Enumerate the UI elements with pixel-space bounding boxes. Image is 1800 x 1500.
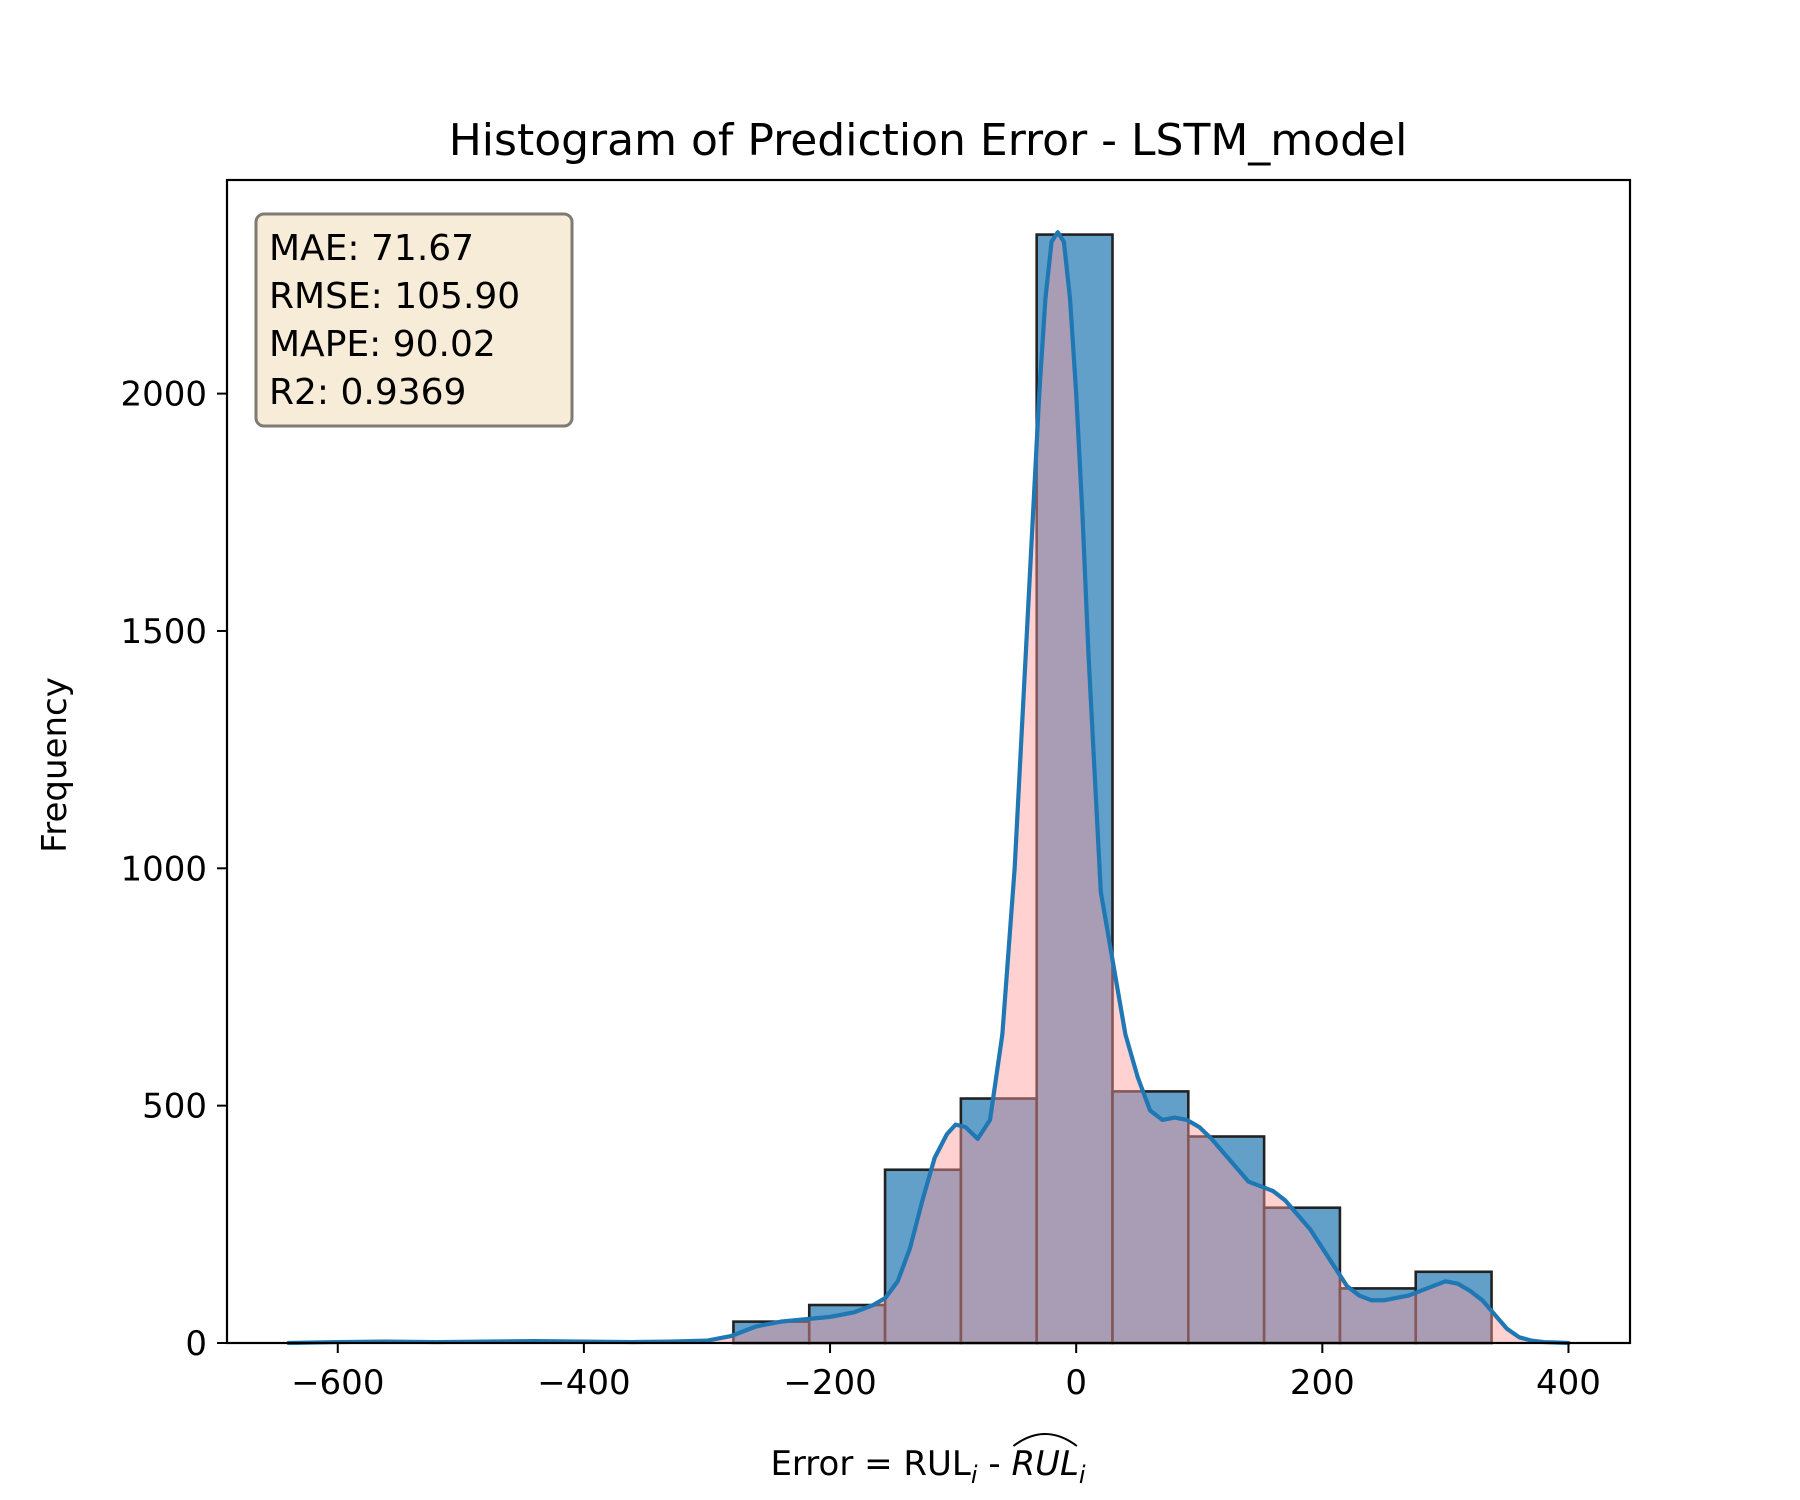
x-axis-label: Error = RULi - RULi (770, 1444, 1085, 1489)
x-label-middle: - (978, 1444, 1012, 1484)
histogram-bar (807, 1303, 887, 1345)
stats-mape: MAPE: 90.02 (269, 324, 496, 365)
stats-rmse: RMSE: 105.90 (269, 276, 520, 317)
stats-r2: R2: 0.9369 (269, 372, 466, 413)
x-tick-label: 200 (1290, 1363, 1355, 1403)
x-tick-label: −200 (783, 1363, 876, 1403)
chart-title: Histogram of Prediction Error - LSTM_mod… (449, 115, 1408, 166)
x-tick-label: −400 (537, 1363, 630, 1403)
x-tick-label: 0 (1065, 1363, 1087, 1403)
plot-area (286, 230, 1571, 1346)
y-axis: 0 500 1000 1500 2000 (120, 375, 227, 1364)
y-tick-label: 1000 (120, 849, 207, 889)
stats-mae: MAE: 71.67 (269, 228, 474, 269)
y-tick-label: 2000 (120, 375, 207, 415)
x-tick-label: 400 (1536, 1363, 1601, 1403)
x-axis: −600 −400 −200 0 200 400 (291, 1343, 1601, 1403)
y-tick-label: 1500 (120, 612, 207, 652)
kde-line (286, 230, 1571, 1346)
x-label-hat-mark (1012, 1432, 1078, 1447)
y-tick-label: 500 (142, 1087, 207, 1127)
plot-frame (225, 178, 1632, 1345)
y-tick-label: 0 (185, 1324, 207, 1364)
x-label-sub2: i (1079, 1461, 1086, 1489)
x-tick-label: −600 (291, 1363, 384, 1403)
stats-box-background (254, 212, 574, 428)
x-label-sub1: i (971, 1461, 978, 1489)
y-axis-label: Frequency (35, 677, 75, 853)
x-label-hat-rul: RUL (1011, 1444, 1078, 1484)
histogram-bar (959, 1097, 1038, 1345)
stats-box: MAE: 71.67 RMSE: 105.90 MAPE: 90.02 R2: … (254, 212, 574, 428)
x-label-prefix: Error = RUL (770, 1444, 970, 1484)
